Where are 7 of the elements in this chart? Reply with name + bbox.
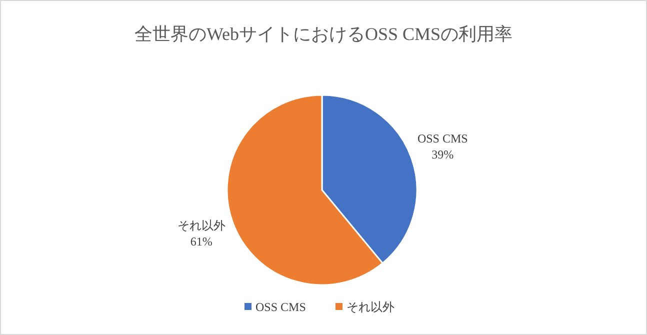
legend-label: OSS CMS: [256, 300, 306, 314]
data-label: 61%: [190, 234, 212, 248]
data-label: 39%: [432, 148, 454, 162]
slice-label: OSS CMS: [417, 132, 468, 146]
slice-label: それ以外: [177, 218, 226, 232]
chart-title: 全世界のWebサイトにおけるOSS CMSの利用率: [134, 24, 513, 44]
legend-label: それ以外: [346, 300, 394, 314]
